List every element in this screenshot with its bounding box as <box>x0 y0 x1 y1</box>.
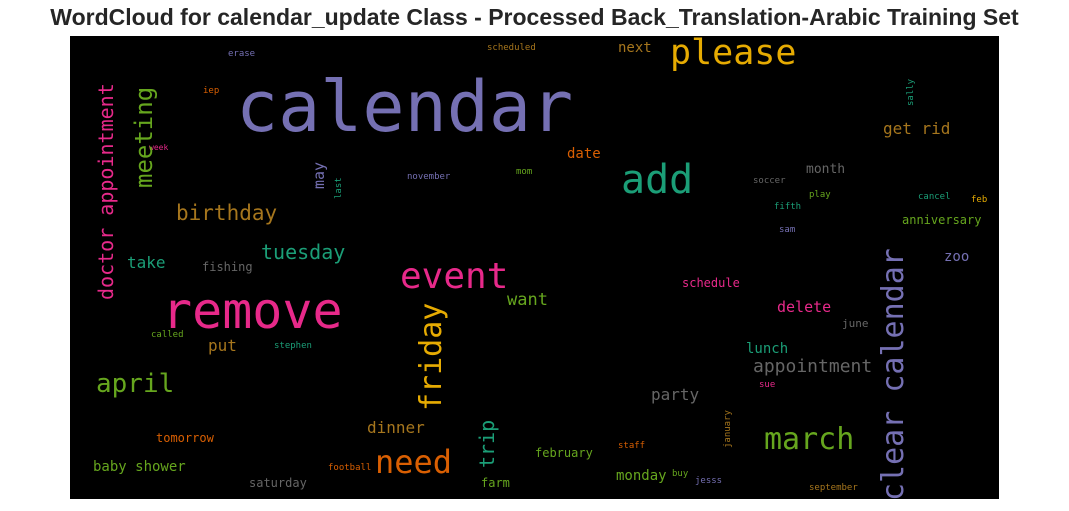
word-zoo: zoo <box>944 249 970 265</box>
chart-title: WordCloud for calendar_update Class - Pr… <box>50 4 1019 30</box>
word-tomorrow: tomorrow <box>156 431 214 445</box>
word-cancel: cancel <box>918 192 951 202</box>
word-add: add <box>621 157 694 203</box>
word-tuesday: tuesday <box>261 240 346 264</box>
word-put: put <box>208 336 237 355</box>
word-remove: remove <box>162 282 343 340</box>
word-schedule: schedule <box>682 276 740 290</box>
word-february: february <box>535 446 593 460</box>
word-called: called <box>151 330 184 340</box>
word-clear-calendar: clear calendar <box>876 248 911 499</box>
word-week: week <box>149 143 169 152</box>
word-next: next <box>618 40 652 56</box>
word-please: please <box>670 36 797 73</box>
word-fifth: fifth <box>774 202 802 212</box>
word-play: play <box>809 190 831 200</box>
word-trip: trip <box>475 419 499 468</box>
word-meeting: meeting <box>130 86 158 188</box>
word-farm: farm <box>481 476 510 490</box>
word-staff: staff <box>618 441 646 451</box>
word-friday: friday <box>414 302 449 411</box>
word-november: november <box>407 172 451 182</box>
word-jesss: jesss <box>695 476 723 486</box>
word-september: september <box>809 483 858 493</box>
word-sally: sally <box>906 78 916 106</box>
word-date: date <box>567 146 601 162</box>
word-january: january <box>723 410 733 448</box>
word-april: april <box>96 369 175 399</box>
word-mom: mom <box>516 167 533 177</box>
word-saturday: saturday <box>249 476 307 490</box>
word-fishing: fishing <box>202 260 253 274</box>
word-buy: buy <box>672 469 689 479</box>
word-anniversary: anniversary <box>902 213 982 227</box>
word-sam: sam <box>779 225 796 235</box>
word-appointment: appointment <box>753 356 873 377</box>
word-june: june <box>842 317 869 330</box>
word-football: football <box>328 463 372 473</box>
word-feb: feb <box>971 195 988 205</box>
word-lunch: lunch <box>746 341 789 357</box>
word-party: party <box>651 385 700 404</box>
word-sue: sue <box>759 380 776 390</box>
word-birthday: birthday <box>176 201 278 225</box>
word-take: take <box>127 253 166 272</box>
word-dinner: dinner <box>367 418 425 437</box>
word-march: march <box>764 422 855 457</box>
word-need: need <box>375 443 453 481</box>
word-month: month <box>806 162 846 177</box>
word-erase: erase <box>228 49 256 59</box>
word-get-rid: get rid <box>883 119 951 138</box>
word-may: may <box>310 161 328 189</box>
word-event: event <box>400 256 509 297</box>
word-soccer: soccer <box>753 176 786 186</box>
word-doctor-appointment: doctor appointment <box>94 83 118 300</box>
word-baby-shower: baby shower <box>93 459 186 475</box>
word-last: last <box>334 177 344 199</box>
word-scheduled: scheduled <box>487 43 536 53</box>
word-cloud: calendar remove please add event march n… <box>70 36 999 499</box>
word-calendar: calendar <box>236 66 574 148</box>
word-want: want <box>507 290 548 310</box>
word-iep: iep <box>203 86 220 96</box>
word-monday: monday <box>616 468 667 484</box>
word-delete: delete <box>777 298 832 316</box>
word-stephen: stephen <box>274 341 312 351</box>
